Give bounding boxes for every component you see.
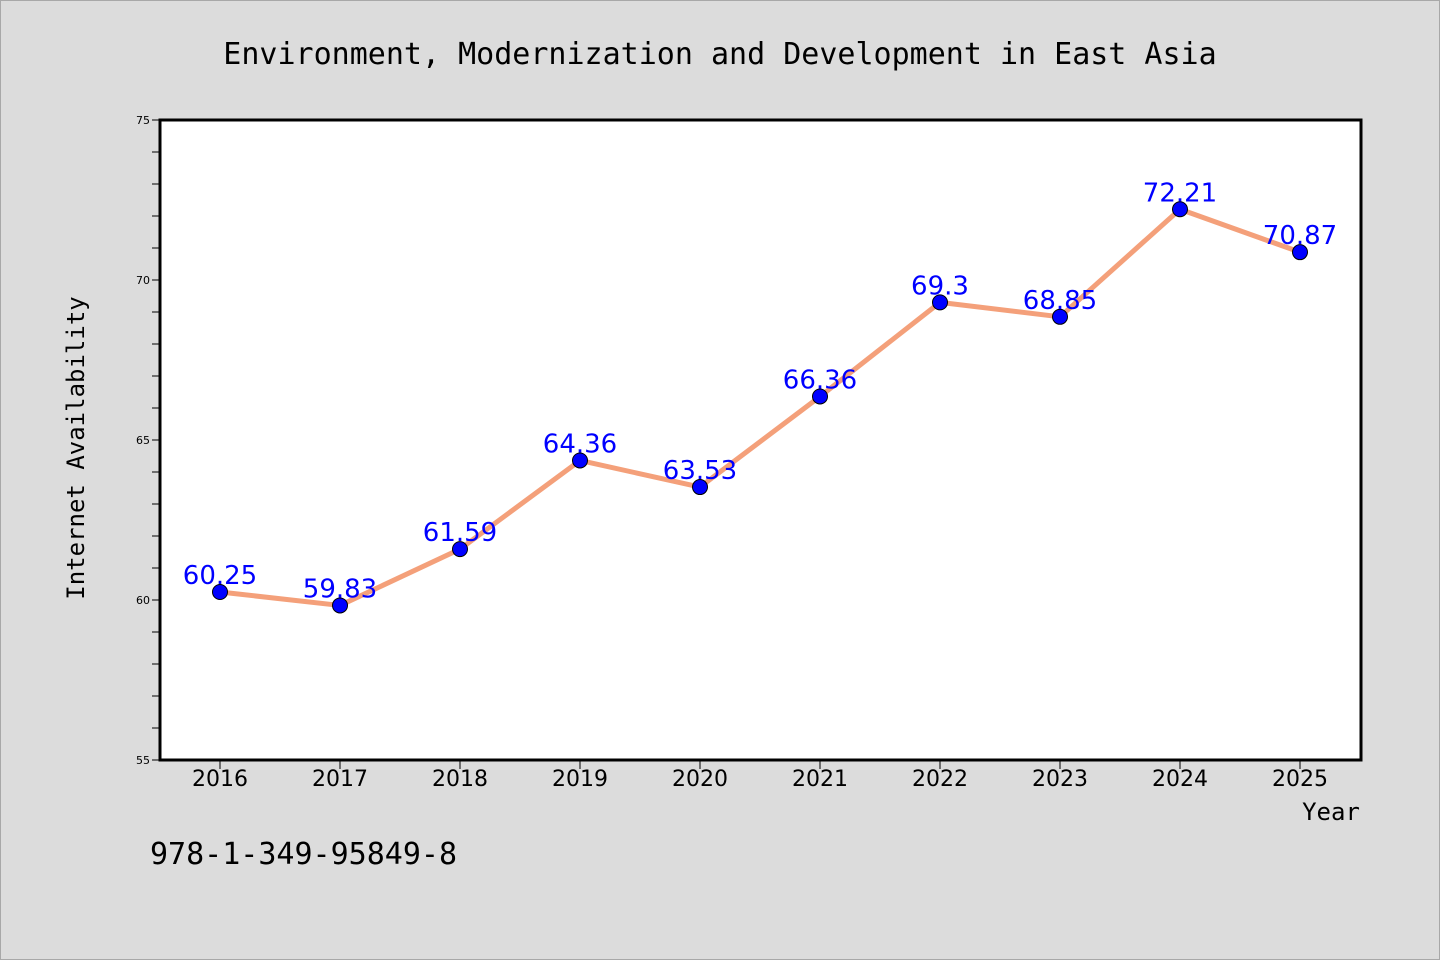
- data-point: [572, 452, 588, 469]
- x-tick-label: 2016: [192, 767, 248, 792]
- data-point: [692, 479, 708, 496]
- data-label: 64.36: [543, 429, 617, 459]
- x-tick-label: 2019: [552, 767, 608, 792]
- data-point: [1172, 201, 1188, 218]
- data-label: 60.25: [183, 561, 257, 591]
- data-label: 63.53: [663, 456, 737, 486]
- isbn-text: 978-1-349-95849-8: [150, 837, 457, 872]
- x-tick-label: 2018: [432, 767, 488, 792]
- x-tick-label: 2023: [1032, 767, 1088, 792]
- data-point: [332, 597, 348, 614]
- y-tick-label: 65: [136, 434, 150, 447]
- x-axis-label: Year: [1302, 798, 1360, 826]
- data-point: [812, 388, 828, 405]
- data-label: 66.36: [783, 365, 857, 395]
- y-tick-label: 75: [136, 114, 150, 127]
- y-tick-label: 60: [136, 594, 150, 607]
- x-tick-label: 2024: [1152, 767, 1208, 792]
- data-point: [1292, 244, 1308, 261]
- data-label: 69.3: [911, 271, 969, 301]
- data-point: [452, 541, 468, 558]
- series-layer: 60.25 59.83 61.59 64.36 63.53 66.36 69.3 68.85 7…: [183, 178, 1337, 614]
- chart-title: Environment, Modernization and Developme…: [223, 37, 1216, 72]
- y-axis-label: Internet Availability: [62, 296, 90, 599]
- x-tick-label: 2022: [912, 767, 968, 792]
- y-tick-label: 55: [136, 754, 150, 767]
- x-tick-label: 2020: [672, 767, 728, 792]
- data-label: 72.21: [1143, 178, 1217, 208]
- y-axis: 55 60 65 70 75: [136, 114, 160, 767]
- x-axis: 2016 2017 2018 2019 2020 2021 2022 2023 2024 2025: [192, 760, 1328, 792]
- data-point: [1052, 308, 1068, 325]
- data-label: 68.85: [1023, 286, 1097, 316]
- data-label: 59.83: [303, 574, 377, 604]
- series-line: [217, 206, 1303, 608]
- data-label: 70.87: [1263, 221, 1337, 251]
- y-tick-label: 70: [136, 274, 150, 287]
- data-point: [212, 584, 228, 600]
- x-tick-label: 2025: [1272, 767, 1328, 792]
- data-label: 61.59: [423, 518, 497, 548]
- data-point: [932, 294, 948, 311]
- x-tick-label: 2017: [312, 767, 368, 792]
- x-tick-label: 2021: [792, 767, 848, 792]
